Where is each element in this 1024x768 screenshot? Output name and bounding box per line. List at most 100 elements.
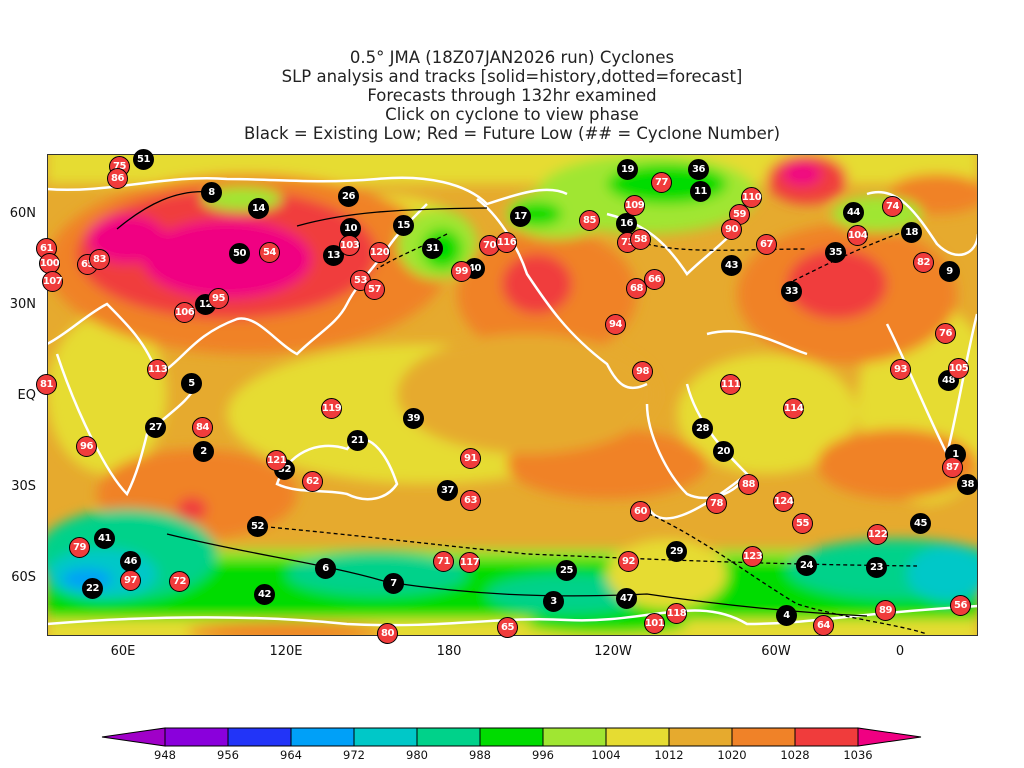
existing-low-marker[interactable]: 50 xyxy=(229,243,250,264)
existing-low-marker[interactable]: 22 xyxy=(82,578,103,599)
existing-low-marker[interactable]: 23 xyxy=(866,557,887,578)
future-low-marker[interactable]: 103 xyxy=(339,235,360,256)
existing-low-marker[interactable]: 24 xyxy=(796,555,817,576)
existing-low-marker[interactable]: 46 xyxy=(120,551,141,572)
existing-low-marker[interactable]: 42 xyxy=(254,584,275,605)
existing-low-marker[interactable]: 33 xyxy=(781,281,802,302)
future-low-marker[interactable]: 81 xyxy=(36,374,57,395)
future-low-marker[interactable]: 123 xyxy=(742,546,763,567)
future-low-marker[interactable]: 86 xyxy=(107,168,128,189)
future-low-marker[interactable]: 98 xyxy=(632,361,653,382)
existing-low-marker[interactable]: 5 xyxy=(181,373,202,394)
future-low-marker[interactable]: 57 xyxy=(364,279,385,300)
future-low-marker[interactable]: 88 xyxy=(738,474,759,495)
existing-low-marker[interactable]: 6 xyxy=(315,558,336,579)
future-low-marker[interactable]: 116 xyxy=(496,232,517,253)
future-low-marker[interactable]: 79 xyxy=(69,537,90,558)
future-low-marker[interactable]: 95 xyxy=(208,288,229,309)
existing-low-marker[interactable]: 11 xyxy=(690,181,711,202)
existing-low-marker[interactable]: 36 xyxy=(688,159,709,180)
existing-low-marker[interactable]: 27 xyxy=(145,417,166,438)
future-low-marker[interactable]: 97 xyxy=(120,570,141,591)
future-low-marker[interactable]: 118 xyxy=(666,603,687,624)
future-low-marker[interactable]: 72 xyxy=(169,571,190,592)
existing-low-marker[interactable]: 19 xyxy=(617,159,638,180)
existing-low-marker[interactable]: 17 xyxy=(510,206,531,227)
future-low-marker[interactable]: 107 xyxy=(42,271,63,292)
future-low-marker[interactable]: 83 xyxy=(89,249,110,270)
future-low-marker[interactable]: 101 xyxy=(644,613,665,634)
existing-low-marker[interactable]: 25 xyxy=(556,560,577,581)
future-low-marker[interactable]: 94 xyxy=(605,314,626,335)
future-low-marker[interactable]: 117 xyxy=(459,552,480,573)
future-low-marker[interactable]: 74 xyxy=(882,196,903,217)
future-low-marker[interactable]: 70 xyxy=(479,235,500,256)
future-low-marker[interactable]: 68 xyxy=(626,278,647,299)
existing-low-marker[interactable]: 51 xyxy=(133,149,154,170)
future-low-marker[interactable]: 90 xyxy=(721,219,742,240)
future-low-marker[interactable]: 99 xyxy=(451,261,472,282)
future-low-marker[interactable]: 56 xyxy=(950,595,971,616)
future-low-marker[interactable]: 106 xyxy=(174,302,195,323)
future-low-marker[interactable]: 114 xyxy=(783,398,804,419)
future-low-marker[interactable]: 82 xyxy=(913,252,934,273)
existing-low-marker[interactable]: 38 xyxy=(957,474,978,495)
existing-low-marker[interactable]: 45 xyxy=(910,513,931,534)
future-low-marker[interactable]: 110 xyxy=(741,187,762,208)
future-low-marker[interactable]: 77 xyxy=(651,172,672,193)
future-low-marker[interactable]: 60 xyxy=(630,501,651,522)
existing-low-marker[interactable]: 8 xyxy=(201,182,222,203)
existing-low-marker[interactable]: 4 xyxy=(776,605,797,626)
future-low-marker[interactable]: 64 xyxy=(813,615,834,636)
future-low-marker[interactable]: 55 xyxy=(792,513,813,534)
existing-low-marker[interactable]: 37 xyxy=(437,480,458,501)
existing-low-marker[interactable]: 2 xyxy=(193,441,214,462)
future-low-marker[interactable]: 89 xyxy=(875,600,896,621)
future-low-marker[interactable]: 71 xyxy=(433,551,454,572)
future-low-marker[interactable]: 67 xyxy=(756,234,777,255)
future-low-marker[interactable]: 113 xyxy=(147,359,168,380)
existing-low-marker[interactable]: 15 xyxy=(393,215,414,236)
future-low-marker[interactable]: 78 xyxy=(706,493,727,514)
future-low-marker[interactable]: 105 xyxy=(948,358,969,379)
existing-low-marker[interactable]: 28 xyxy=(692,418,713,439)
existing-low-marker[interactable]: 39 xyxy=(403,408,424,429)
future-low-marker[interactable]: 63 xyxy=(460,490,481,511)
existing-low-marker[interactable]: 7 xyxy=(383,573,404,594)
future-low-marker[interactable]: 85 xyxy=(579,210,600,231)
future-low-marker[interactable]: 92 xyxy=(618,551,639,572)
existing-low-marker[interactable]: 29 xyxy=(666,541,687,562)
future-low-marker[interactable]: 100 xyxy=(39,253,60,274)
future-low-marker[interactable]: 66 xyxy=(644,269,665,290)
future-low-marker[interactable]: 58 xyxy=(630,229,651,250)
existing-low-marker[interactable]: 41 xyxy=(94,528,115,549)
existing-low-marker[interactable]: 44 xyxy=(843,202,864,223)
future-low-marker[interactable]: 80 xyxy=(377,623,398,644)
future-low-marker[interactable]: 104 xyxy=(847,225,868,246)
existing-low-marker[interactable]: 13 xyxy=(323,245,344,266)
future-low-marker[interactable]: 62 xyxy=(302,471,323,492)
future-low-marker[interactable]: 91 xyxy=(460,448,481,469)
future-low-marker[interactable]: 124 xyxy=(773,491,794,512)
future-low-marker[interactable]: 65 xyxy=(497,617,518,638)
existing-low-marker[interactable]: 35 xyxy=(825,242,846,263)
future-low-marker[interactable]: 120 xyxy=(369,242,390,263)
future-low-marker[interactable]: 96 xyxy=(76,436,97,457)
existing-low-marker[interactable]: 47 xyxy=(616,588,637,609)
existing-low-marker[interactable]: 52 xyxy=(247,516,268,537)
future-low-marker[interactable]: 119 xyxy=(321,398,342,419)
existing-low-marker[interactable]: 18 xyxy=(901,222,922,243)
future-low-marker[interactable]: 76 xyxy=(935,323,956,344)
future-low-marker[interactable]: 54 xyxy=(259,242,280,263)
future-low-marker[interactable]: 84 xyxy=(192,417,213,438)
future-low-marker[interactable]: 122 xyxy=(867,524,888,545)
existing-low-marker[interactable]: 14 xyxy=(248,198,269,219)
existing-low-marker[interactable]: 9 xyxy=(939,261,960,282)
existing-low-marker[interactable]: 21 xyxy=(347,430,368,451)
future-low-marker[interactable]: 121 xyxy=(266,450,287,471)
future-low-marker[interactable]: 111 xyxy=(720,374,741,395)
existing-low-marker[interactable]: 31 xyxy=(422,238,443,259)
future-low-marker[interactable]: 93 xyxy=(890,359,911,380)
existing-low-marker[interactable]: 43 xyxy=(721,255,742,276)
existing-low-marker[interactable]: 20 xyxy=(713,441,734,462)
